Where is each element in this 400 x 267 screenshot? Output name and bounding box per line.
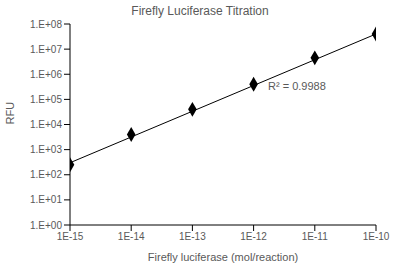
svg-text:1E-13: 1E-13 [179, 231, 206, 242]
svg-text:1.E+00: 1.E+00 [30, 220, 62, 231]
svg-text:Firefly luciferase (mol/reacti: Firefly luciferase (mol/reaction) [148, 251, 298, 263]
svg-text:1E-15: 1E-15 [57, 231, 84, 242]
html-text:R² = 0.9988: R² = 0.9988 [268, 80, 326, 92]
svg-text:1E-10: 1E-10 [363, 231, 390, 242]
svg-text:1.E+05: 1.E+05 [30, 94, 62, 105]
svg-text:1.E+01: 1.E+01 [30, 194, 62, 205]
svg-text:1.E+07: 1.E+07 [30, 44, 62, 55]
svg-text:1E-11: 1E-11 [302, 231, 328, 242]
svg-text:1.E+02: 1.E+02 [30, 169, 62, 180]
html-text:Firefly Luciferase Titration: Firefly Luciferase Titration [131, 4, 269, 18]
svg-text:1E-14: 1E-14 [118, 231, 145, 242]
svg-text:RFU: RFU [8, 102, 16, 125]
svg-text:1.E+08: 1.E+08 [30, 19, 62, 30]
svg-text:1.E+04: 1.E+04 [30, 119, 62, 130]
svg-text:1.E+06: 1.E+06 [30, 69, 62, 80]
svg-text:1E-12: 1E-12 [240, 231, 267, 242]
svg-text:1.E+03: 1.E+03 [30, 144, 62, 155]
